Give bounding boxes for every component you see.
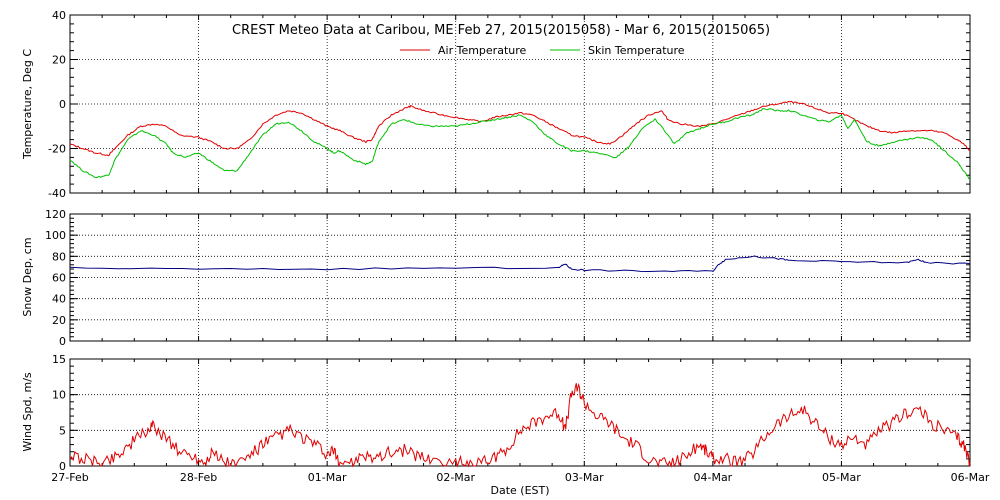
snow-depth-y-tick-label: 60 xyxy=(52,272,66,285)
x-axis-label: Date (EST) xyxy=(490,484,549,497)
wind-speed-y-axis-label: Wind Spd, m/s xyxy=(21,372,34,452)
snow-depth-y-tick-label: 0 xyxy=(59,335,66,348)
temperature-y-tick-label: 0 xyxy=(59,98,66,111)
temperature-y-tick-label: -20 xyxy=(48,143,66,156)
snow-depth-y-tick-label: 120 xyxy=(45,208,66,221)
wind-speed-y-tick-label: 0 xyxy=(59,460,66,473)
temperature-panel: CREST Meteo Data at Caribou, ME Feb 27, … xyxy=(21,9,971,200)
wind-speed-y-tick-label: 10 xyxy=(52,389,66,402)
temperature-skin-temperature-line xyxy=(69,108,971,181)
snow-depth-y-tick-label: 100 xyxy=(45,229,66,242)
legend-air-label: Air Temperature xyxy=(438,44,527,57)
x-tick-label: 28-Feb xyxy=(180,471,217,484)
snow-depth-y-tick-label: 20 xyxy=(52,314,66,327)
wind-speed-panel: Wind Spd, m/s Date (EST) 27-Feb 28-Feb 01-… xyxy=(21,353,990,497)
chart-title: CREST Meteo Data at Caribou, ME Feb 27, … xyxy=(232,23,770,38)
temperature-y-tick-label: 40 xyxy=(52,9,66,22)
temperature-y-axis-label: Temperature, Deg C xyxy=(21,49,34,160)
legend: Air Temperature Skin Temperature xyxy=(400,44,685,57)
x-tick-label: 27-Feb xyxy=(51,471,88,484)
wind-speed-plot-frame xyxy=(69,358,971,467)
wind-speed-y-tick-label: 5 xyxy=(59,424,66,437)
temperature-y-tick-label: 20 xyxy=(52,54,66,67)
x-tick-label: 03-Mar xyxy=(565,471,604,484)
x-tick-label: 06-Mar xyxy=(951,471,990,484)
snow-depth-panel: Snow Dep, cm 120 100 80 60 40 20 0 xyxy=(21,208,971,348)
wind-speed-series-line xyxy=(69,382,971,468)
x-tick-label: 01-Mar xyxy=(308,471,347,484)
snow-depth-series-line xyxy=(69,255,971,273)
wind-speed-y-tick-label: 15 xyxy=(52,353,66,366)
snow-depth-y-tick-label: 40 xyxy=(52,293,66,306)
legend-skin-label: Skin Temperature xyxy=(588,44,685,57)
temperature-air-temperature-line xyxy=(69,100,971,157)
snow-depth-y-axis-label: Snow Dep, cm xyxy=(21,237,34,316)
x-tick-label: 04-Mar xyxy=(693,471,732,484)
x-tick-label: 05-Mar xyxy=(822,471,861,484)
x-tick-label: 02-Mar xyxy=(436,471,475,484)
snow-depth-y-tick-label: 80 xyxy=(52,250,66,263)
temperature-y-tick-label: -40 xyxy=(48,187,66,200)
